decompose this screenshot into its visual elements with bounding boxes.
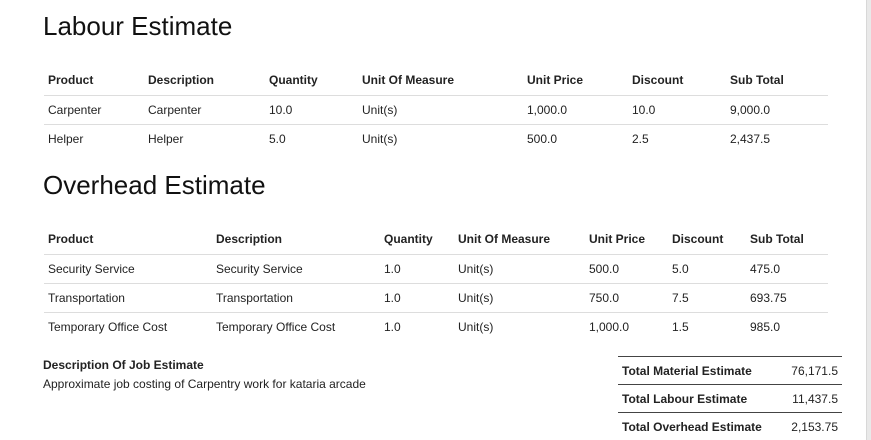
labour-estimate-table: Product Description Quantity Unit Of Mea… — [44, 65, 828, 153]
table-header-row: Product Description Quantity Unit Of Mea… — [44, 224, 828, 255]
column-header-quantity: Quantity — [380, 224, 454, 255]
cell-unit-price: 1,000.0 — [523, 95, 628, 125]
column-header-description: Description — [212, 224, 380, 255]
total-value: 2,153.75 — [781, 412, 842, 440]
table-row: Security Service Security Service 1.0 Un… — [44, 254, 828, 284]
column-header-product: Product — [44, 65, 144, 96]
cell-quantity: 5.0 — [269, 132, 286, 146]
total-row-material: Total Material Estimate 76,171.5 — [618, 356, 842, 385]
cell-unit-price: 1,000.0 — [589, 320, 630, 334]
overhead-estimate-title: Overhead Estimate — [43, 170, 266, 200]
cell-sub-total: 475.0 — [746, 254, 828, 284]
cell-quantity: 1.0 — [384, 320, 401, 334]
total-label: Total Labour Estimate — [618, 384, 782, 413]
column-header-unit-of-measure: Unit Of Measure — [358, 65, 523, 96]
cell-quantity: 10.0 — [265, 95, 358, 125]
total-row-labour: Total Labour Estimate 11,437.5 — [618, 384, 842, 413]
job-estimate-description: Description Of Job Estimate Approximate … — [43, 358, 366, 391]
column-header-sub-total: Sub Total — [726, 65, 828, 96]
table-header-row: Product Description Quantity Unit Of Mea… — [44, 65, 828, 96]
description-title: Description Of Job Estimate — [43, 358, 204, 372]
column-header-unit-price: Unit Price — [585, 224, 668, 255]
cell-discount: 5.0 — [668, 254, 746, 284]
cell-unit-price: 500.0 — [585, 254, 668, 284]
cell-unit-of-measure: Unit(s) — [454, 283, 585, 313]
cell-unit-of-measure: Unit(s) — [358, 95, 523, 125]
cell-discount: 1.5 — [672, 320, 689, 334]
cell-description: Carpenter — [144, 95, 265, 125]
total-value: 11,437.5 — [781, 384, 842, 413]
column-header-discount: Discount — [628, 65, 726, 96]
cell-quantity: 1.0 — [380, 283, 454, 313]
cell-sub-total: 693.75 — [746, 283, 828, 313]
table-row: Carpenter Carpenter 10.0 Unit(s) 1,000.0… — [44, 95, 828, 125]
cell-discount: 2.5 — [632, 132, 649, 146]
cell-description: Temporary Office Cost — [216, 320, 336, 334]
cell-discount: 10.0 — [628, 95, 726, 125]
cell-product: Security Service — [44, 254, 212, 284]
total-row-overhead: Total Overhead Estimate 2,153.75 — [618, 412, 842, 440]
table-row: Helper Helper 5.0 Unit(s) 500.0 2.5 2,43… — [44, 125, 828, 154]
total-value: 76,171.5 — [781, 356, 842, 385]
total-label: Total Overhead Estimate — [618, 412, 782, 440]
table-row: Temporary Office Cost Temporary Office C… — [44, 313, 828, 342]
overhead-estimate-table: Product Description Quantity Unit Of Mea… — [44, 224, 828, 341]
cell-description: Transportation — [212, 283, 380, 313]
cell-unit-price: 750.0 — [585, 283, 668, 313]
cell-product: Helper — [48, 132, 84, 146]
cell-unit-price: 500.0 — [527, 132, 558, 146]
description-text: Approximate job costing of Carpentry wor… — [43, 377, 366, 391]
cell-product: Temporary Office Cost — [48, 320, 168, 334]
cell-sub-total: 2,437.5 — [730, 132, 771, 146]
column-header-discount: Discount — [668, 224, 746, 255]
cell-unit-of-measure: Unit(s) — [362, 132, 398, 146]
totals-table: Total Material Estimate 76,171.5 Total L… — [618, 356, 842, 440]
total-label: Total Material Estimate — [618, 356, 782, 385]
column-header-quantity: Quantity — [265, 65, 358, 96]
column-header-unit-price: Unit Price — [523, 65, 628, 96]
column-header-sub-total: Sub Total — [746, 224, 828, 255]
cell-unit-of-measure: Unit(s) — [454, 254, 585, 284]
cell-description: Security Service — [212, 254, 380, 284]
column-header-unit-of-measure: Unit Of Measure — [454, 224, 585, 255]
page-edge — [866, 0, 871, 440]
cell-unit-of-measure: Unit(s) — [458, 320, 494, 334]
cell-quantity: 1.0 — [380, 254, 454, 284]
cell-product: Carpenter — [44, 95, 144, 125]
labour-estimate-title: Labour Estimate — [43, 11, 233, 41]
cell-sub-total: 985.0 — [750, 320, 781, 334]
column-header-product: Product — [44, 224, 212, 255]
cell-discount: 7.5 — [668, 283, 746, 313]
cell-sub-total: 9,000.0 — [726, 95, 828, 125]
column-header-description: Description — [144, 65, 265, 96]
cell-product: Transportation — [44, 283, 212, 313]
table-row: Transportation Transportation 1.0 Unit(s… — [44, 283, 828, 313]
cell-description: Helper — [148, 132, 184, 146]
